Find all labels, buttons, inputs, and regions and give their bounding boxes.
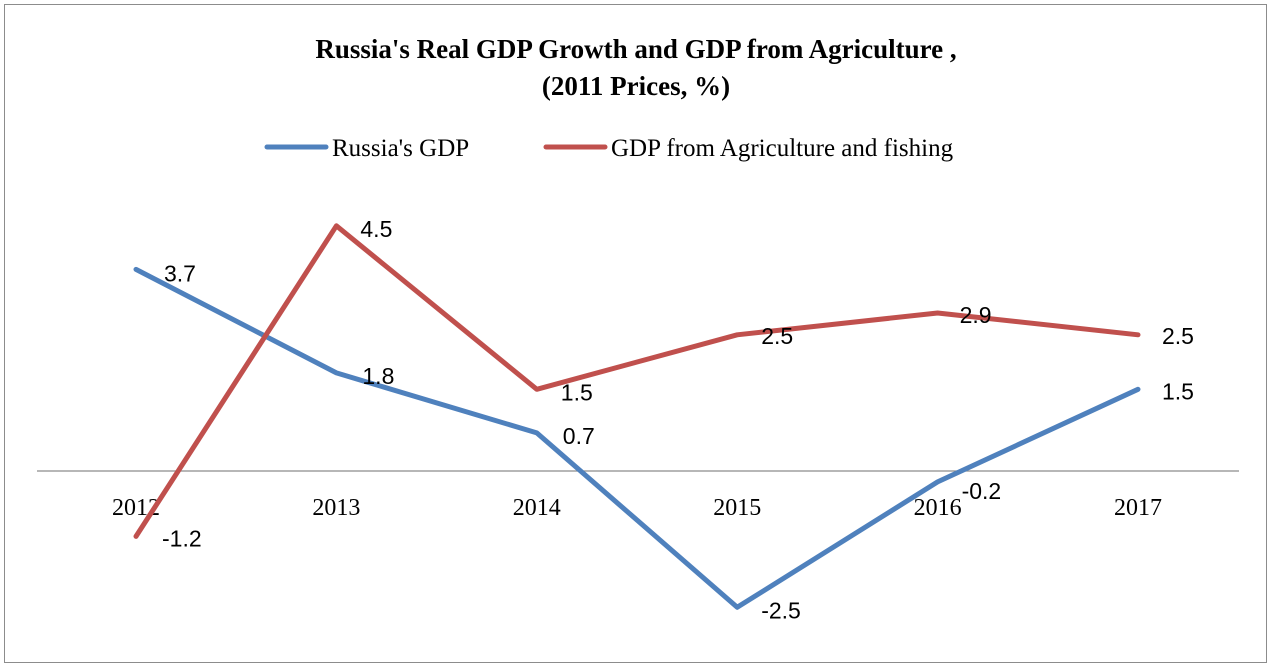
x-tick-label: 2014 [513,495,561,521]
x-tick-label: 2013 [312,495,360,521]
legend-label-0: Russia's GDP [332,135,469,162]
series-group [133,223,1141,610]
legend-label-1: GDP from Agriculture and fishing [611,135,954,162]
x-axis: 2012 2013 2014 2015 2016 2017 [37,470,1239,521]
x-tick-label: 2015 [713,495,761,521]
x-tick-label: 2016 [914,495,962,521]
data-label: -0.2 [962,478,1002,504]
chart-frame: Russia's Real GDP Growth and GDP from Ag… [4,4,1267,663]
data-labels: 3.7 1.8 0.7 -2.5 -0.2 1.5 -1.2 4.5 1.5 2.5 2.9 2.5 [162,216,1194,624]
series-line-0 [133,266,1141,610]
data-label: -1.2 [162,525,202,551]
line-chart: Russia's Real GDP Growth and GDP from Ag… [37,34,1239,624]
data-label: 1.5 [1162,378,1194,404]
data-label: 1.8 [362,363,394,389]
chart-title-group: Russia's Real GDP Growth and GDP from Ag… [315,34,956,101]
series-line-1 [133,223,1141,539]
data-label: 0.7 [563,423,595,449]
data-label: 1.5 [561,379,593,405]
chart-title: Russia's Real GDP Growth and GDP from Ag… [315,34,956,64]
data-label: 2.5 [761,323,793,349]
legend: Russia's GDP GDP from Agriculture and fis… [264,135,954,162]
x-tick-label: 2017 [1114,495,1162,521]
data-label: 2.9 [960,302,992,328]
data-label: 2.5 [1162,323,1194,349]
data-label: 4.5 [360,216,392,242]
chart-subtitle: (2011 Prices, %) [542,71,730,101]
data-label: -2.5 [761,597,801,623]
data-label: 3.7 [164,260,196,286]
